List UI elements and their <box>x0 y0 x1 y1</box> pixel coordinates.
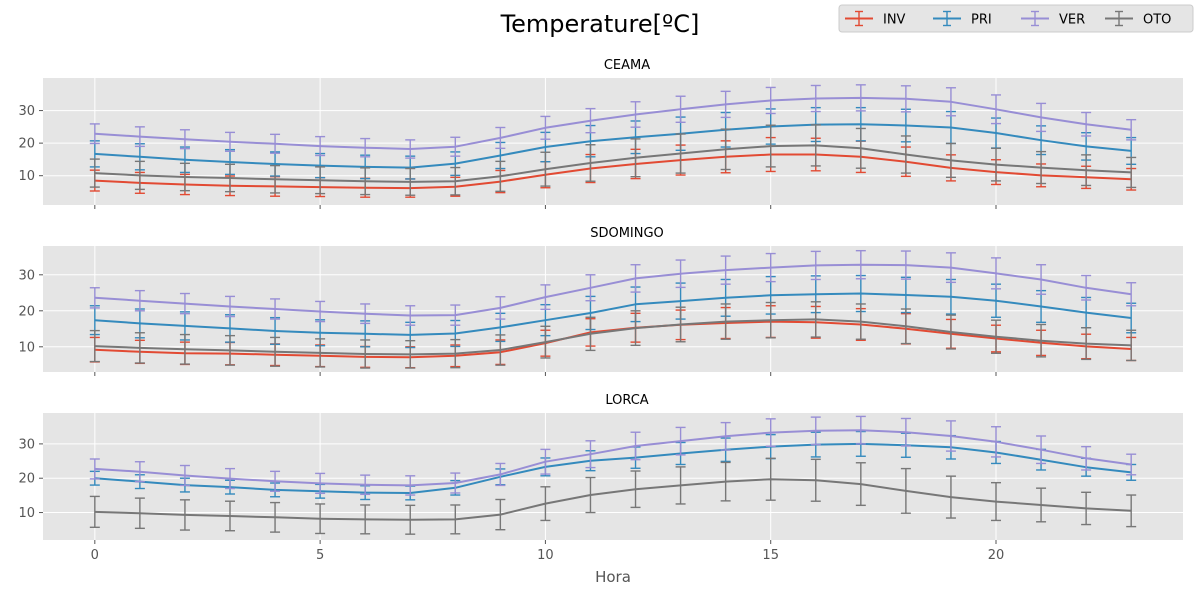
legend-label: VER <box>1059 13 1085 28</box>
series-line <box>94 429 1132 487</box>
plot-background <box>43 413 1183 540</box>
legend-label: INV <box>883 13 906 28</box>
y-tick-label: 20 <box>18 304 35 319</box>
series-oto <box>89 301 1137 369</box>
series-line <box>94 478 1132 521</box>
x-tick-label: 20 <box>988 548 1005 563</box>
series-line <box>94 263 1132 317</box>
series-line <box>94 96 1132 150</box>
series-ver <box>89 249 1137 326</box>
y-tick-label: 10 <box>18 506 35 521</box>
panel-title: CEAMA <box>604 58 650 73</box>
y-tick-label: 30 <box>18 437 35 452</box>
x-tick-label: 15 <box>762 548 779 563</box>
series-ver <box>89 84 1137 159</box>
panel-title: SDOMINGO <box>590 226 664 241</box>
figure-title: Temperature[ºC] <box>500 10 700 38</box>
series-line <box>94 292 1132 336</box>
panel-title: LORCA <box>605 393 648 408</box>
panels: 10 20 30 CEAMA 10 20 30 SDOMINGO 10 20 30 0 5 10 15 20 L… <box>18 58 1183 563</box>
legend-label: OTO <box>1143 13 1171 28</box>
panel-ceama: 10 20 30 CEAMA <box>18 58 1183 209</box>
series-line <box>94 442 1132 494</box>
legend-frame <box>838 4 1194 33</box>
y-tick-label: 30 <box>18 104 35 119</box>
legend: INV PRI VER OTO <box>838 4 1194 33</box>
x-tick-label: 5 <box>316 548 324 563</box>
y-tick-label: 20 <box>18 472 35 487</box>
x-tick-label: 10 <box>537 548 554 563</box>
panel-lorca: 10 20 30 0 5 10 15 20 LORCA <box>18 393 1183 563</box>
y-tick-label: 30 <box>18 268 35 283</box>
x-tick-label: 0 <box>91 548 99 563</box>
panel-sdomingo: 10 20 30 SDOMINGO <box>18 226 1183 376</box>
y-tick-label: 20 <box>18 137 35 152</box>
legend-entry-ver: VER <box>1021 10 1085 28</box>
series-oto <box>89 124 1137 196</box>
series-ver <box>89 415 1137 496</box>
series-line <box>94 123 1132 169</box>
y-tick-label: 10 <box>18 340 35 355</box>
legend-entry-pri: PRI <box>933 10 992 28</box>
x-axis-label: Hora <box>595 568 631 586</box>
series-line <box>94 153 1132 190</box>
series-line <box>94 144 1132 183</box>
series-line <box>94 318 1132 356</box>
legend-label: PRI <box>971 13 992 28</box>
legend-entry-inv: INV <box>845 10 906 28</box>
legend-entry-oto: OTO <box>1105 10 1171 28</box>
series-oto <box>89 457 1137 535</box>
y-tick-label: 10 <box>18 169 35 184</box>
